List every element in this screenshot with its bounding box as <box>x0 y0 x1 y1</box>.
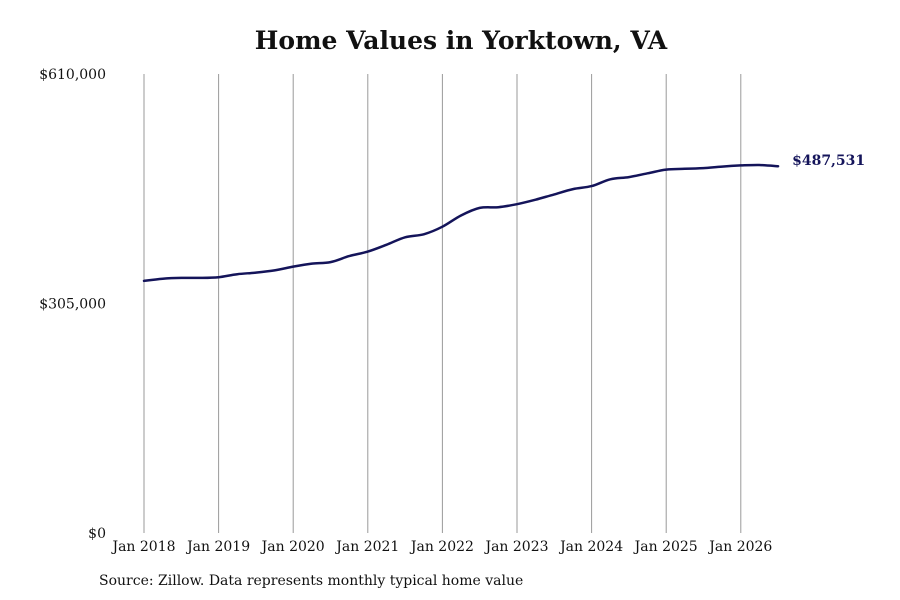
x-tick-label: Jan 2019 <box>185 539 250 555</box>
y-tick-label: $0 <box>88 526 106 542</box>
y-tick-label: $305,000 <box>39 297 106 313</box>
x-tick-label: Jan 2022 <box>409 539 474 555</box>
x-axis-ticks: Jan 2018 Jan 2019 Jan 2020 Jan 2021 Jan 2022… <box>110 539 772 555</box>
series-group: $487,531 <box>142 153 865 283</box>
vertical-gridlines <box>143 74 742 533</box>
end-value-label: $487,531 <box>792 153 865 169</box>
x-tick-label: Jan 2018 <box>110 539 175 555</box>
y-tick-label: $610,000 <box>39 67 106 83</box>
chart-title: Home Values in Yorktown, VA <box>254 26 668 55</box>
home-value-line <box>142 163 780 283</box>
x-tick-label: Jan 2020 <box>260 539 325 555</box>
x-tick-label: Jan 2026 <box>707 539 772 555</box>
x-tick-label: Jan 2024 <box>558 539 623 555</box>
x-tick-label: Jan 2025 <box>633 539 698 555</box>
x-tick-label: Jan 2023 <box>483 539 548 555</box>
y-axis-ticks: $610,000 $305,000 $0 <box>39 67 106 542</box>
x-tick-label: Jan 2021 <box>334 539 399 555</box>
source-note: Source: Zillow. Data represents monthly … <box>99 573 524 589</box>
